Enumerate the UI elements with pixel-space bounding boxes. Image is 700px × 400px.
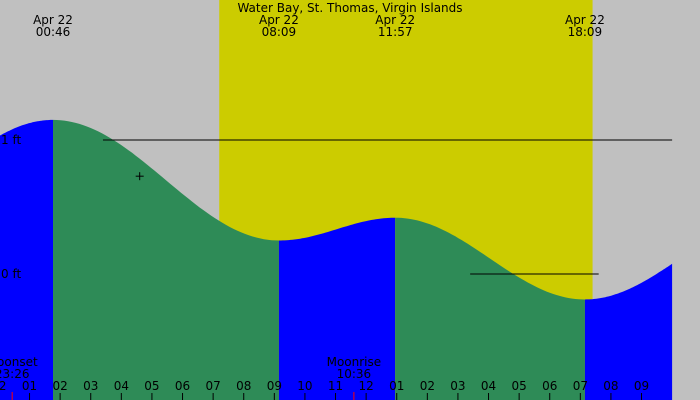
x-tick-label: 12 [0,379,7,393]
extreme-time-label: 18:09 [568,25,603,39]
reference-lines: 1 ft 0 ft [1,133,673,281]
moon-event-time: 10:36 [337,367,372,381]
x-tick-label: 08 [236,379,251,393]
x-tick-label: 03 [450,379,465,393]
falling-tide-area [53,119,279,400]
x-tick-label: 12 [358,379,373,393]
reference-line-label: 0 ft [1,267,21,281]
x-axis: 1112010203040506070809101112010203040506… [0,379,649,400]
extreme-date-label: Apr 22 [259,13,299,27]
extreme-time-label: 00:46 [36,25,71,39]
x-tick-label: 02 [52,379,67,393]
moon-event-time: 23:26 [0,367,29,381]
x-tick-label: 08 [603,379,618,393]
x-tick-label: 05 [511,379,526,393]
x-tick-label: 04 [114,379,129,393]
moon-event-label: Moonrise [327,355,382,369]
falling-tide-area [395,217,585,400]
x-tick-label: 06 [175,379,190,393]
rising-tide-area [584,263,673,400]
extreme-time-label: 08:09 [262,25,297,39]
rising-tide-area [0,119,53,400]
x-tick-label: 03 [83,379,98,393]
extreme-date-label: Apr 22 [565,13,605,27]
moon-event-label: Moonset [0,355,38,369]
x-tick-label: 10 [297,379,312,393]
x-tick-label: 07 [573,379,588,393]
x-tick-label: 11 [328,379,343,393]
x-tick-label: 01 [22,379,37,393]
chart-title: Water Bay, St. Thomas, Virgin Islands [237,1,462,15]
reference-line-label: 1 ft [1,133,21,147]
tide-fills [0,119,673,400]
x-tick-label: 06 [542,379,557,393]
rising-tide-area [278,217,396,400]
x-tick-label: 07 [205,379,220,393]
x-tick-label: 09 [267,379,282,393]
x-tick-label: 01 [389,379,404,393]
x-tick-label: 02 [420,379,435,393]
x-tick-label: 05 [144,379,159,393]
x-tick-label: 04 [481,379,496,393]
extreme-date-label: Apr 22 [33,13,73,27]
x-tick-label: 09 [634,379,649,393]
extreme-date-label: Apr 22 [375,13,415,27]
extreme-time-label: 11:57 [378,25,413,39]
crosshair-cursor [135,172,144,181]
